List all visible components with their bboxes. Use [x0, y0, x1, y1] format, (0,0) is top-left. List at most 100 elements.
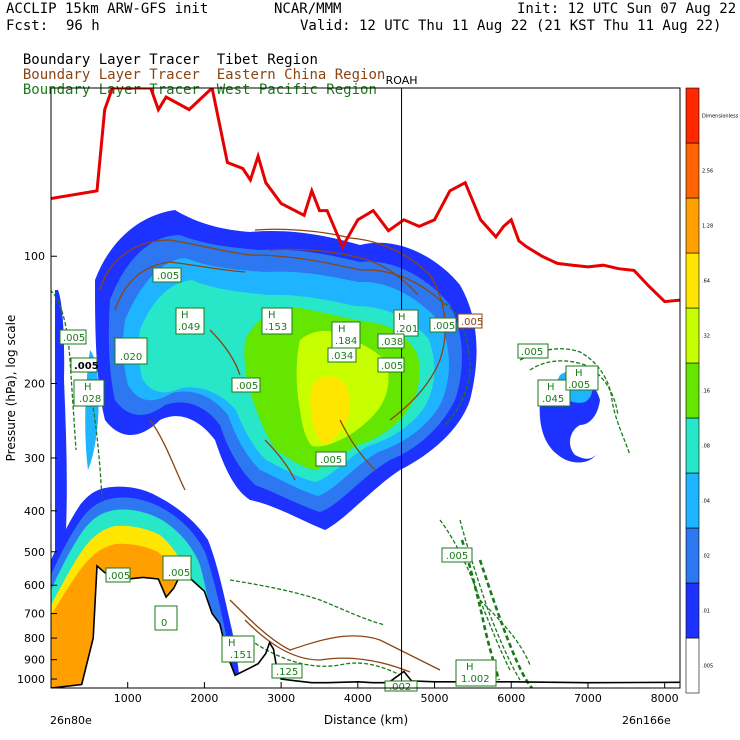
annotation-box: .005	[315, 451, 347, 467]
annotation-label: .151	[230, 650, 252, 661]
annotation-box: .005	[152, 267, 182, 283]
annotation-box: .034	[327, 347, 357, 363]
colorbar-swatch	[685, 527, 700, 584]
tracer-region: Eastern China Region	[216, 67, 386, 83]
annotation-box: .005	[429, 317, 457, 333]
colorbar-swatch	[685, 307, 700, 364]
ground-mask	[51, 565, 680, 688]
annotation-label: 1.002	[461, 674, 490, 685]
annotation-label: .201	[396, 324, 418, 335]
y-axis-label: Pressure (hPa), log scale	[4, 315, 18, 462]
annotation-label: 0	[161, 618, 167, 629]
tracer-shading	[51, 88, 680, 688]
colorbar-level-label: .08	[702, 444, 710, 450]
tracer-legend-tibet: Boundary Layer Tracer Tibet Region	[6, 36, 318, 68]
y-tick-label: 400	[24, 505, 45, 518]
x-tick-label: 2000	[190, 692, 218, 705]
annotation-box: .005	[457, 313, 483, 329]
annotation-label: H	[338, 324, 346, 335]
annotation-label: .005	[74, 361, 99, 372]
annotation-box: H.201	[393, 309, 419, 337]
annotation-label: .005	[446, 551, 468, 562]
annotation-label: .005	[157, 271, 179, 282]
x-tick-label: 4000	[344, 692, 372, 705]
annotation-label: H	[228, 638, 236, 649]
annotation-box: H.184	[331, 321, 361, 349]
annotation-box: .038	[377, 333, 405, 349]
tracer-region: West Pacific Region	[216, 82, 377, 98]
annotation-box: 0	[154, 605, 178, 631]
colorbar-level-label: 2.56	[702, 169, 713, 175]
y-tick-label: 800	[24, 632, 45, 645]
tracer-label: Boundary Layer Tracer	[22, 52, 200, 68]
colorbar-level-label: .64	[702, 279, 710, 285]
colorbar: .005 .01 .02 .04 .08 .16 .32 .64 1.28 2.56 Dimensi…	[685, 87, 739, 694]
annotation-label: H	[398, 312, 406, 323]
colorbar-level-label: .04	[702, 499, 710, 505]
colorbar-swatch	[685, 197, 700, 254]
fcst-value: 96 h	[66, 18, 100, 34]
eastern-china-contours	[99, 228, 446, 673]
annotation-label: H	[181, 310, 189, 321]
annotation-label: .005	[381, 361, 403, 372]
x-tick-label: 3000	[267, 692, 295, 705]
annotation-box: .002	[384, 680, 418, 693]
x-tick-label: 5000	[421, 692, 449, 705]
colorbar-swatch	[685, 637, 700, 694]
annotation-label: .005	[521, 347, 543, 358]
annotation-box: .005	[162, 555, 192, 581]
annotation-label: .005	[108, 571, 130, 582]
annotation-label: .125	[276, 667, 298, 678]
annotation-box: H.045	[537, 379, 571, 407]
colorbar-level-label: 1.28	[702, 224, 713, 230]
annotation-label: H	[84, 382, 92, 393]
colorbar-swatch	[685, 142, 700, 199]
y-tick-label: 100	[24, 250, 45, 263]
annotation-box: H.153	[261, 307, 293, 335]
tropopause-line	[51, 88, 680, 304]
annotation-box: H.005	[565, 365, 599, 391]
annotation-box: .020	[114, 337, 148, 365]
y-tick-label: 300	[24, 452, 45, 465]
y-tick-label: 500	[24, 546, 45, 559]
colorbar-level-label: .32	[702, 334, 710, 340]
annotation-label: .005	[461, 317, 483, 328]
annotation-box: .005	[231, 377, 261, 393]
annotation-box: .125	[271, 663, 303, 679]
colorbar-swatch	[685, 87, 700, 144]
annotation-box: H1.002	[455, 659, 497, 687]
y-tick-label: 700	[24, 608, 45, 621]
tracer-legend-west-pacific: Boundary Layer Tracer West Pacific Regio…	[6, 66, 377, 98]
annotation-box: H.049	[175, 307, 205, 335]
colorbar-level-label: .02	[702, 554, 710, 560]
x-tick-label: 8000	[651, 692, 679, 705]
annotation-label: H	[575, 368, 583, 379]
left-endpoint-label: 26n80e	[50, 714, 92, 727]
tracer-legend-eastern-china: Boundary Layer Tracer Eastern China Regi…	[6, 51, 385, 83]
x-axis: 1000 2000 3000 4000 5000 6000 7000 8000	[114, 682, 679, 705]
annotation-label: .045	[542, 394, 564, 405]
init-time: Init: 12 UTC Sun 07 Aug 22	[517, 1, 737, 17]
colorbar-swatch	[685, 362, 700, 419]
annotation-boxes: .005 H.049 H.153 H.184 .034 H.201 .038 .…	[59, 267, 599, 693]
y-tick-label: 900	[24, 654, 45, 667]
annotation-box: .005	[377, 357, 405, 373]
tracer-region: Tibet Region	[216, 52, 318, 68]
plot-frame	[50, 87, 681, 689]
y-tick-label: 1000	[17, 673, 45, 686]
annotation-label: .005	[168, 568, 190, 579]
annotation-label: .049	[178, 322, 200, 333]
annotation-box: .005	[517, 343, 549, 359]
tracer-label: Boundary Layer Tracer	[22, 82, 200, 98]
annotation-box: .005	[105, 567, 131, 583]
colorbar-level-label: Dimensionless	[702, 114, 739, 120]
colorbar-swatch	[685, 582, 700, 639]
x-tick-label: 6000	[497, 692, 525, 705]
x-tick-label: 1000	[114, 692, 142, 705]
tracer-fill-level-07	[310, 376, 350, 445]
valid-time: Valid: 12 UTC Thu 11 Aug 22 (21 KST Thu …	[300, 18, 722, 34]
annotation-label: .005	[433, 321, 455, 332]
y-tick-label: 200	[24, 378, 45, 391]
annotation-label: .028	[79, 394, 101, 405]
